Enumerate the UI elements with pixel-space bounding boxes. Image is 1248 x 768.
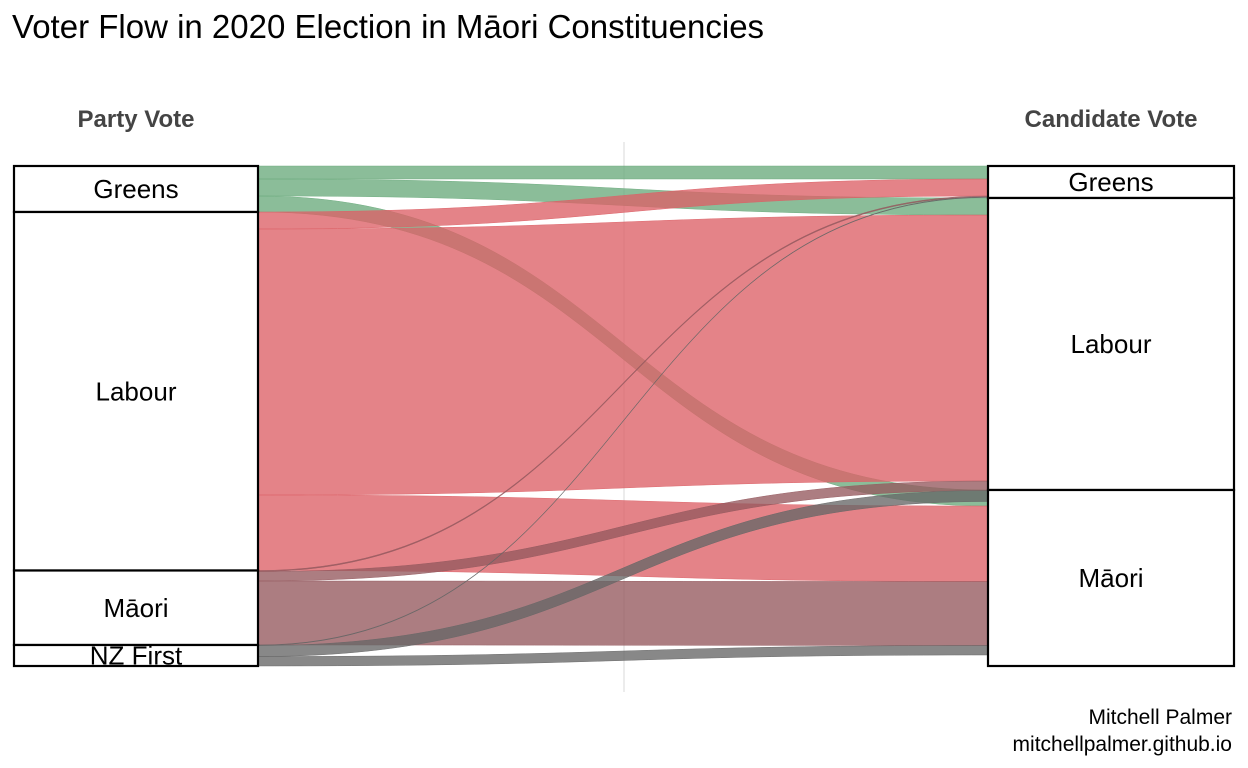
left-nodes: Greens Labour Māori NZ First	[12, 164, 260, 671]
flows	[257, 165, 989, 667]
right-node-label-maori: Māori	[1078, 563, 1143, 593]
flow-maori-to-maori	[257, 580, 989, 646]
chart-title: Voter Flow in 2020 Election in Māori Con…	[12, 8, 765, 45]
right-node-greens	[986, 164, 1236, 200]
caption-author: Mitchell Palmer	[1088, 706, 1232, 729]
left-axis-label: Party Vote	[77, 106, 195, 133]
left-node-maori	[12, 569, 260, 647]
right-nodes: Greens Labour Māori	[986, 164, 1236, 668]
left-node-label-labour: Labour	[96, 376, 177, 406]
right-node-labour	[986, 196, 1236, 492]
caption: Mitchell Palmer mitchellpalmer.github.io	[1013, 704, 1232, 758]
left-node-label-greens: Greens	[93, 174, 178, 204]
right-node-maori	[986, 488, 1236, 668]
left-node-label-nz-first: NZ First	[90, 641, 183, 671]
caption-site: mitchellpalmer.github.io	[1012, 733, 1232, 756]
right-node-label-greens: Greens	[1068, 167, 1153, 197]
flow-labour-to-labour	[257, 214, 989, 496]
left-node-labour	[12, 210, 260, 572]
left-node-nz-first	[12, 643, 260, 668]
left-node-greens	[12, 164, 260, 214]
left-node-label-maori: Māori	[103, 593, 168, 623]
flow-greens-to-greens	[257, 165, 989, 180]
right-node-label-labour: Labour	[1071, 329, 1152, 359]
right-axis-label: Candidate Vote	[1024, 106, 1198, 133]
